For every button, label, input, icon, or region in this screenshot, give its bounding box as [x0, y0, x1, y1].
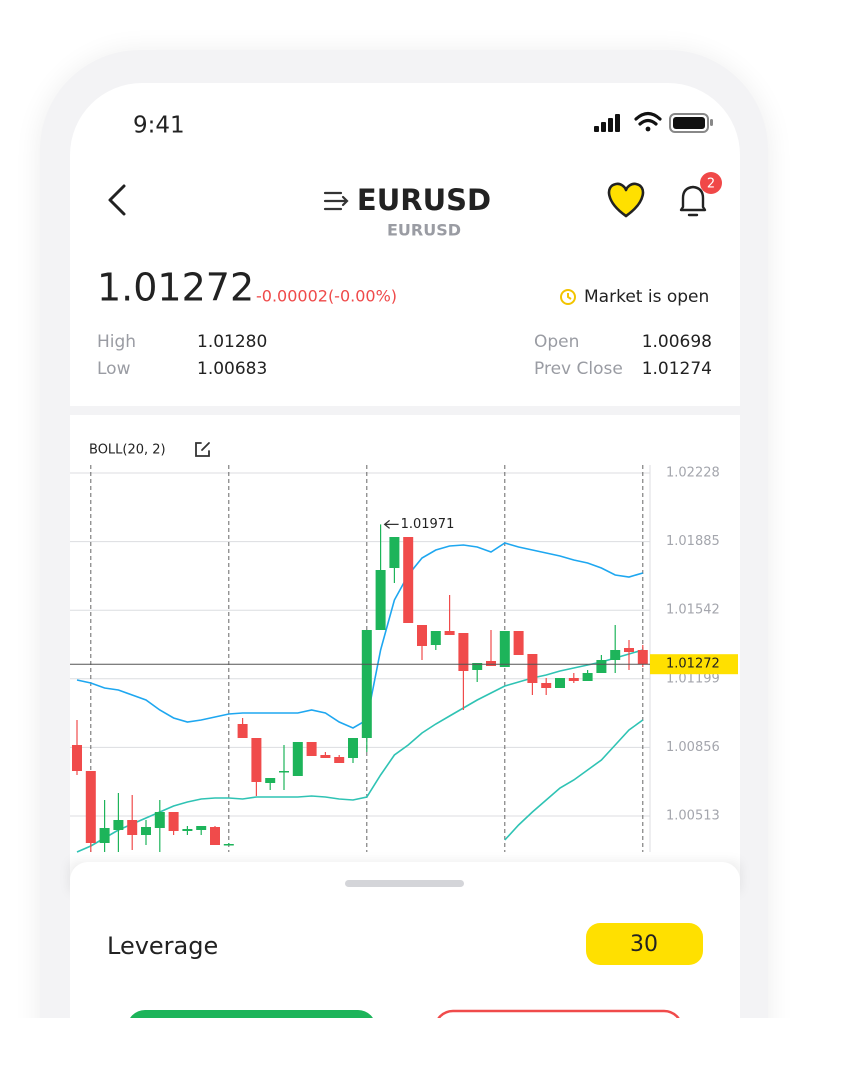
favorite-button[interactable]: [607, 182, 645, 218]
stat-label: Low: [97, 359, 131, 379]
indicator-label[interactable]: BOLL(20, 2): [89, 443, 166, 458]
last-price: 1.01272: [97, 266, 254, 310]
candle-body: [499, 631, 510, 667]
candle-body: [251, 738, 262, 782]
stat-value: 1.01280: [197, 332, 267, 352]
candle-body: [555, 678, 565, 688]
candle-body: [637, 650, 648, 665]
wifi-icon: [634, 111, 662, 132]
y-tick-label: 1.00856: [666, 740, 720, 755]
sheet-handle[interactable]: [345, 880, 464, 887]
candle-body: [320, 755, 331, 758]
candle-body: [389, 537, 400, 568]
candle-body: [265, 778, 276, 783]
candle-body: [513, 631, 524, 655]
signal-icon: [594, 114, 620, 132]
y-tick-label: 1.01542: [666, 603, 720, 618]
candle-body: [348, 738, 358, 758]
candle-body: [541, 683, 552, 688]
candle-body: [154, 812, 165, 828]
candle-body: [361, 630, 372, 738]
notification-button[interactable]: 2: [679, 172, 722, 217]
candle-body: [624, 648, 634, 652]
bollinger-band: [76, 542, 644, 729]
candle-body: [527, 654, 538, 683]
notification-badge: 2: [707, 177, 715, 192]
status-time: 9:41: [133, 113, 185, 139]
candle-body: [472, 663, 483, 670]
candle-body: [99, 828, 110, 843]
stat-label: Prev Close: [534, 359, 623, 379]
stat-value: 1.01274: [642, 359, 712, 379]
stat-value: 1.00683: [197, 359, 267, 379]
leverage-pill[interactable]: [586, 923, 703, 965]
candle-body: [127, 820, 138, 835]
candle-body: [279, 771, 289, 773]
stat-label: Open: [534, 332, 579, 352]
stat-value: 1.00698: [642, 332, 712, 352]
candle-body: [444, 631, 455, 635]
y-tick-label: 1.01199: [666, 671, 720, 686]
high-marker-label: 1.01971: [401, 517, 455, 532]
candle-body: [596, 660, 607, 673]
high-marker-arrow: [383, 519, 399, 529]
candle-body: [182, 829, 193, 831]
candle-body: [85, 771, 96, 843]
price-change: -0.00002(-0.00%): [256, 287, 397, 306]
last-price-tag: [650, 654, 738, 675]
edit-indicator-icon[interactable]: [195, 442, 210, 457]
symbol-title[interactable]: EURUSD: [357, 183, 491, 217]
candle-body: [237, 724, 248, 738]
section-divider: [70, 406, 740, 415]
frame-cutoff: [0, 1018, 844, 1083]
candle-body: [210, 827, 220, 845]
candle-body: [610, 650, 621, 660]
y-tick-label: 1.01885: [666, 534, 720, 549]
y-tick-label: 1.02228: [666, 466, 720, 481]
stat-label: High: [97, 332, 136, 352]
candlestick-chart: 1.02228 1.01885 1.01542 1.01199 1.00856 1.005…: [70, 465, 738, 853]
candle-body: [582, 673, 593, 681]
list-icon[interactable]: [323, 191, 349, 211]
candle-body: [403, 537, 414, 623]
candle-body: [417, 625, 427, 646]
leverage-label: Leverage: [107, 932, 218, 960]
candle-body: [334, 757, 345, 763]
candle-body: [113, 820, 124, 830]
candle-body: [458, 633, 469, 671]
y-tick-label: 1.00513: [666, 809, 720, 824]
bollinger-band: [76, 649, 644, 853]
candle-body: [72, 745, 82, 771]
candle-body: [486, 661, 496, 666]
candle-body: [430, 631, 441, 645]
candle-body: [306, 742, 317, 756]
candle-body: [223, 844, 234, 846]
candle-body: [168, 812, 179, 831]
bollinger-band: [504, 719, 644, 841]
symbol-subtitle: EURUSD: [387, 221, 461, 240]
clock-icon: [560, 289, 576, 305]
candle-body: [196, 826, 207, 830]
market-status: Market is open: [584, 287, 709, 307]
candle-body: [292, 742, 303, 776]
candle-body: [568, 678, 579, 681]
candle-body: [141, 827, 151, 835]
plot-area: [72, 465, 648, 853]
leverage-value: 30: [630, 932, 658, 957]
battery-icon: [669, 113, 713, 133]
candle-body: [375, 570, 386, 630]
back-button[interactable]: [108, 184, 126, 216]
last-price-label: 1.01272: [666, 657, 720, 672]
